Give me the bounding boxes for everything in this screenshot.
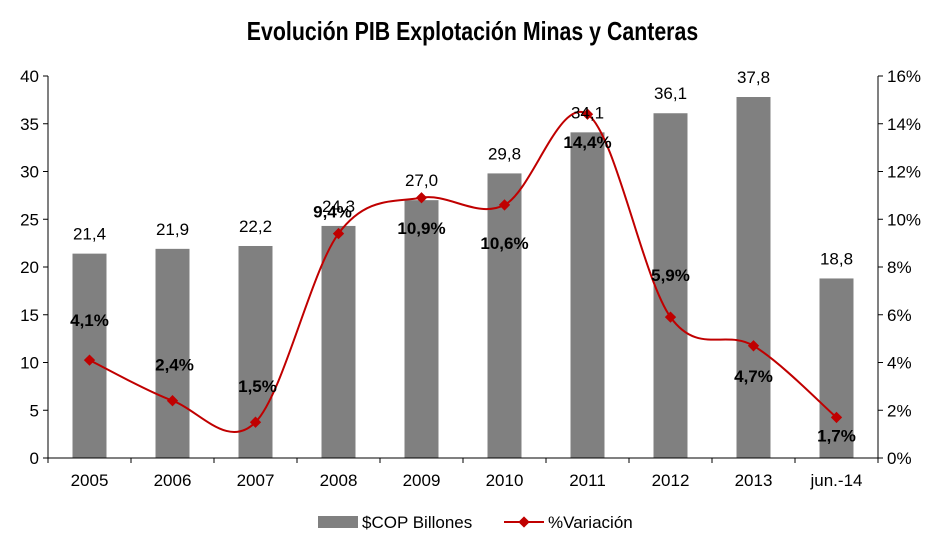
- line-point-marker: [332, 227, 345, 240]
- legend-bar-swatch: [318, 516, 358, 528]
- x-tick-label: 2010: [486, 471, 524, 490]
- bar-value-label: 27,0: [405, 171, 438, 190]
- y-left-tick-label: 25: [20, 210, 39, 229]
- y-right-tick-label: 16%: [887, 67, 921, 86]
- line-point-marker: [830, 411, 843, 424]
- bar-value-label: 37,8: [737, 68, 770, 87]
- bar-value-label: 29,8: [488, 144, 521, 163]
- x-tick-label: 2012: [652, 471, 690, 490]
- line-point-marker: [498, 199, 511, 211]
- line-value-label: 9,4%: [313, 203, 352, 222]
- bar-value-label: 22,2: [239, 217, 272, 236]
- line-value-label: 10,9%: [397, 219, 445, 238]
- line-value-label: 10,6%: [480, 234, 528, 253]
- bar: [736, 97, 771, 458]
- bar-value-label: 24,3: [322, 197, 355, 216]
- bar: [819, 278, 854, 458]
- line-value-label: 14,4%: [563, 133, 611, 152]
- line-value-label: 1,5%: [238, 377, 277, 396]
- series-line: [89, 110, 838, 433]
- x-tick-label: jun.-14: [810, 471, 863, 490]
- y-right-tick-label: 10%: [887, 210, 921, 229]
- legend-line-label: %Variación: [548, 513, 633, 532]
- y-right-tick-label: 6%: [887, 306, 912, 325]
- y-left-tick-label: 35: [20, 115, 39, 134]
- bar: [487, 173, 522, 458]
- y-left-tick-label: 5: [30, 401, 39, 420]
- line-point-marker: [747, 340, 760, 352]
- y-right-tick-label: 2%: [887, 401, 912, 420]
- chart-title: Evolución PIB Explotación Minas y Canter…: [246, 16, 699, 46]
- y-left-tick-label: 30: [20, 163, 39, 182]
- y-left-tick-label: 20: [20, 258, 39, 277]
- x-tick-label: 2013: [735, 471, 773, 490]
- bar-value-label: 34,1: [571, 103, 604, 122]
- x-tick-label: 2009: [403, 471, 441, 490]
- line-value-label: 1,7%: [817, 426, 856, 445]
- y-right-tick-label: 4%: [887, 354, 912, 373]
- y-left-tick-label: 0: [30, 449, 39, 468]
- bar: [321, 225, 356, 458]
- line-value-label: 4,1%: [70, 311, 109, 330]
- x-tick-label: 2011: [569, 471, 606, 490]
- line-value-label: 4,7%: [734, 367, 773, 386]
- bar-value-label: 21,9: [156, 220, 189, 239]
- legend-line-marker: [518, 516, 530, 528]
- bar: [570, 132, 605, 458]
- line-point-marker: [249, 416, 262, 428]
- x-tick-label: 2007: [237, 471, 275, 490]
- line-value-label: 5,9%: [651, 266, 690, 285]
- y-left-tick-label: 10: [20, 354, 39, 373]
- bar-value-label: 21,4: [73, 225, 106, 244]
- bar: [653, 113, 688, 459]
- x-tick-label: 2006: [154, 471, 192, 490]
- bar-value-label: 18,8: [820, 249, 853, 268]
- line-point-marker: [664, 311, 677, 323]
- y-right-tick-label: 8%: [887, 258, 912, 277]
- bar-value-label: 36,1: [654, 84, 687, 103]
- y-right-tick-label: 0%: [887, 449, 912, 468]
- legend-bar-label: $COP Billones: [362, 513, 472, 532]
- x-tick-label: 2008: [320, 471, 358, 490]
- x-tick-label: 2005: [71, 471, 109, 490]
- bar: [404, 200, 439, 458]
- y-right-tick-label: 14%: [887, 115, 921, 134]
- y-left-tick-label: 15: [20, 306, 39, 325]
- line-point-marker: [415, 192, 428, 204]
- line-value-label: 2,4%: [155, 356, 194, 375]
- y-right-tick-label: 12%: [887, 163, 921, 182]
- line-point-marker: [166, 395, 179, 407]
- bar: [155, 248, 190, 458]
- y-left-tick-label: 40: [20, 67, 39, 86]
